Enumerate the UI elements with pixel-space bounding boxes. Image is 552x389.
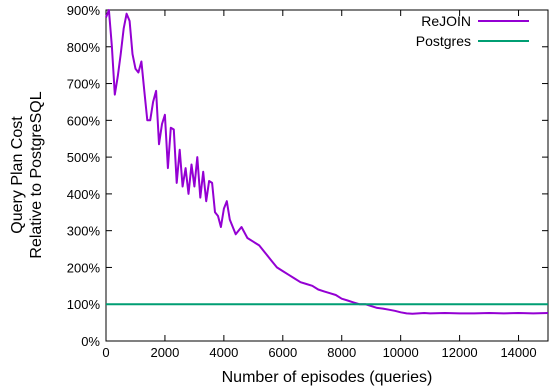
x-tick-label: 0 — [102, 345, 109, 360]
y-tick-label: 0% — [81, 334, 100, 349]
x-axis-label: Number of episodes (queries) — [222, 369, 433, 386]
x-tick-label: 8000 — [327, 345, 356, 360]
y-tick-label: 600% — [67, 113, 101, 128]
y-tick-label: 100% — [67, 297, 101, 312]
y-tick-label: 200% — [67, 260, 101, 275]
x-tick-label: 2000 — [150, 345, 179, 360]
y-tick-label: 400% — [67, 187, 101, 202]
axis-ticks — [105, 9, 548, 342]
x-tick-label: 6000 — [268, 345, 297, 360]
y-tick-label: 500% — [67, 150, 101, 165]
x-tick-label: 12000 — [442, 345, 478, 360]
plot-frame — [105, 9, 549, 342]
tick-labels: 0 2000 4000 6000 8000 10000 12000 14000 0% 100% 20… — [67, 3, 537, 360]
legend-label-postgres: Postgres — [416, 33, 471, 49]
y-tick-label: 800% — [67, 40, 101, 55]
y-tick-label: 700% — [67, 77, 101, 92]
series-lines — [105, 9, 549, 315]
legend: ReJOIN Postgres — [416, 13, 529, 49]
y-tick-label: 900% — [67, 3, 101, 18]
y-tick-label: 300% — [67, 224, 101, 239]
x-tick-label: 4000 — [209, 345, 238, 360]
y-axis-label-line1: Query Plan Cost — [9, 116, 26, 234]
x-tick-label: 14000 — [500, 345, 536, 360]
y-axis-label-line2: Relative to PostgreSQL — [28, 91, 45, 258]
x-tick-label: 10000 — [383, 345, 419, 360]
legend-label-rejoin: ReJOIN — [421, 13, 471, 29]
series-line-rejoin — [105, 9, 549, 315]
